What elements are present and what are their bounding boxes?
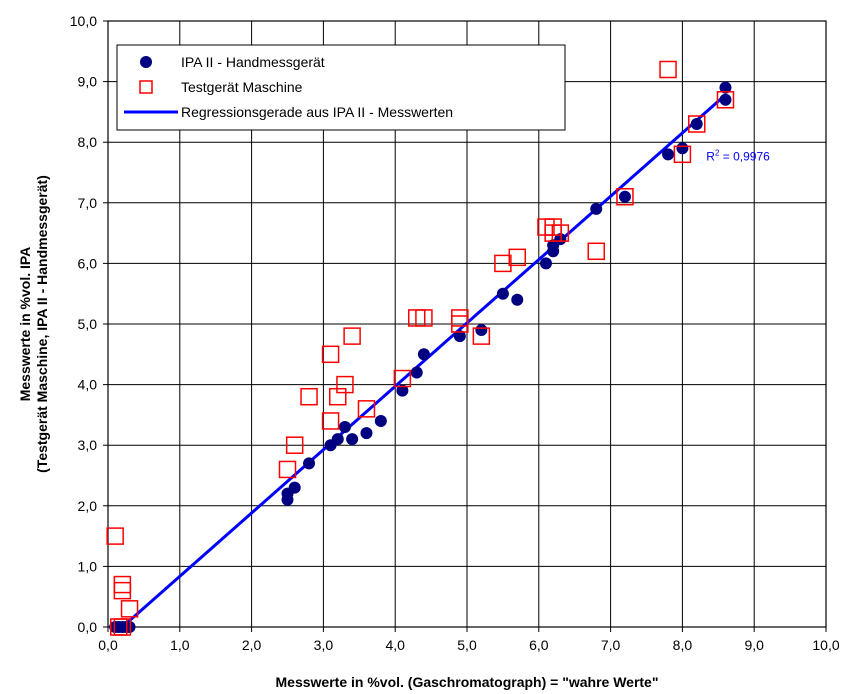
data-point-handmessgeraet [374,414,387,427]
x-tick-label: 7,0 [601,637,621,653]
r-squared-superscript: 2 [715,148,720,157]
y-tick-label: 10,0 [70,13,97,29]
data-point-testgeraet [300,387,318,406]
legend: IPA II - Handmessgerät Testgerät Maschin… [116,44,566,131]
data-point-testgeraet [551,224,570,242]
data-point-handmessgeraet [331,433,344,446]
x-tick-label: 10,0 [812,637,839,653]
data-point-testgeraet [329,387,347,406]
r-squared-value: = 0,9976 [719,149,770,163]
data-point-testgeraet [616,187,634,206]
data-point-handmessgeraet [453,330,466,343]
data-point-testgeraet [321,345,340,364]
y-tick-label: 0,0 [78,619,98,635]
data-point-testgeraet [716,91,735,109]
data-point-testgeraet [343,327,361,345]
y-tick-label: 5,0 [78,316,98,332]
data-point-handmessgeraet [417,348,430,361]
data-point-handmessgeraet [676,142,689,155]
y-tick-label: 3,0 [78,437,98,453]
data-point-testgeraet [278,460,297,479]
data-point-testgeraet [113,575,132,594]
legend-box [116,44,566,131]
regression-line [121,93,727,629]
y-tick-label: 8,0 [78,134,98,150]
data-point-handmessgeraet [346,433,359,446]
x-tick-label: 9,0 [744,637,764,653]
r-squared-symbol: R [706,149,715,163]
data-point-testgeraet [285,436,304,454]
y-tick-label: 4,0 [78,377,98,393]
x-tick-label: 2,0 [242,637,262,653]
data-point-testgeraet [673,145,692,164]
data-point-handmessgeraet [303,457,316,470]
x-tick-label: 3,0 [314,637,334,653]
data-point-handmessgeraet [554,233,567,246]
data-point-testgeraet [688,115,706,133]
y-axis-label-line2: (Testgerät Maschine, IPA II - Handmessge… [34,175,50,473]
x-tick-label: 5,0 [457,637,477,653]
data-point-testgeraet [321,412,340,430]
y-tick-label: 2,0 [78,498,98,514]
data-point-handmessgeraet [496,287,509,300]
data-point-testgeraet [106,527,124,545]
data-point-testgeraet [415,309,433,327]
data-point-handmessgeraet [338,421,351,434]
x-tick-label: 6,0 [529,637,549,653]
legend-label-testgeraet: Testgerät Maschine [181,79,303,95]
data-point-handmessgeraet [288,481,301,494]
y-axis-label: Messwerte in %vol. IPA (Testgerät Maschi… [17,175,50,473]
data-point-handmessgeraet [475,324,488,337]
y-axis-label-line1: Messwerte in %vol. IPA [17,247,33,402]
y-tick-label: 1,0 [78,558,98,574]
data-point-testgeraet [508,248,527,267]
data-point-testgeraet [544,218,562,236]
legend-marker-square [139,80,153,94]
data-point-handmessgeraet [539,257,552,270]
data-point-handmessgeraet [360,427,373,440]
data-point-handmessgeraet [396,384,409,397]
data-point-testgeraet [113,618,132,636]
x-axis-label: Messwerte in %vol. (Gaschromatograph) = … [276,674,659,690]
data-point-testgeraet [451,309,469,327]
y-axis: 0,0 1,0 2,0 3,0 4,0 5,0 6,0 7,0 8,0 9,0 10,0 [70,13,108,635]
data-point-handmessgeraet [719,93,732,106]
x-tick-label: 0,0 [98,637,118,653]
data-point-handmessgeraet [618,190,631,203]
data-point-testgeraet [472,327,491,345]
data-point-testgeraet [494,254,512,273]
data-point-handmessgeraet [719,81,732,94]
y-tick-label: 9,0 [78,74,98,90]
x-tick-label: 4,0 [385,637,405,653]
data-point-testgeraet [393,369,412,388]
data-point-handmessgeraet [590,202,603,215]
x-tick-label: 1,0 [170,637,190,653]
data-point-handmessgeraet [662,148,675,161]
legend-marker-circle [140,56,152,68]
x-tick-label: 8,0 [673,637,693,653]
r-squared-annotation: R2 = 0,9976 [706,148,770,163]
data-point-testgeraet [587,242,605,261]
data-point-testgeraet [357,400,376,418]
data-point-handmessgeraet [410,366,423,379]
x-axis: 0,0 1,0 2,0 3,0 4,0 5,0 6,0 7,0 8,0 9,0 10,0 [98,627,840,653]
legend-label-regression: Regressionsgerade aus IPA II - Messwerte… [181,104,453,120]
y-tick-label: 7,0 [78,195,98,211]
data-point-testgeraet [659,60,677,79]
data-point-handmessgeraet [511,293,524,306]
data-point-testgeraet [336,375,354,394]
data-marks [106,60,735,636]
data-point-handmessgeraet [123,621,136,633]
legend-label-handmessgeraet: IPA II - Handmessgerät [181,54,325,70]
y-tick-label: 6,0 [78,255,98,271]
data-point-handmessgeraet [690,118,703,131]
data-point-testgeraet [120,600,139,618]
